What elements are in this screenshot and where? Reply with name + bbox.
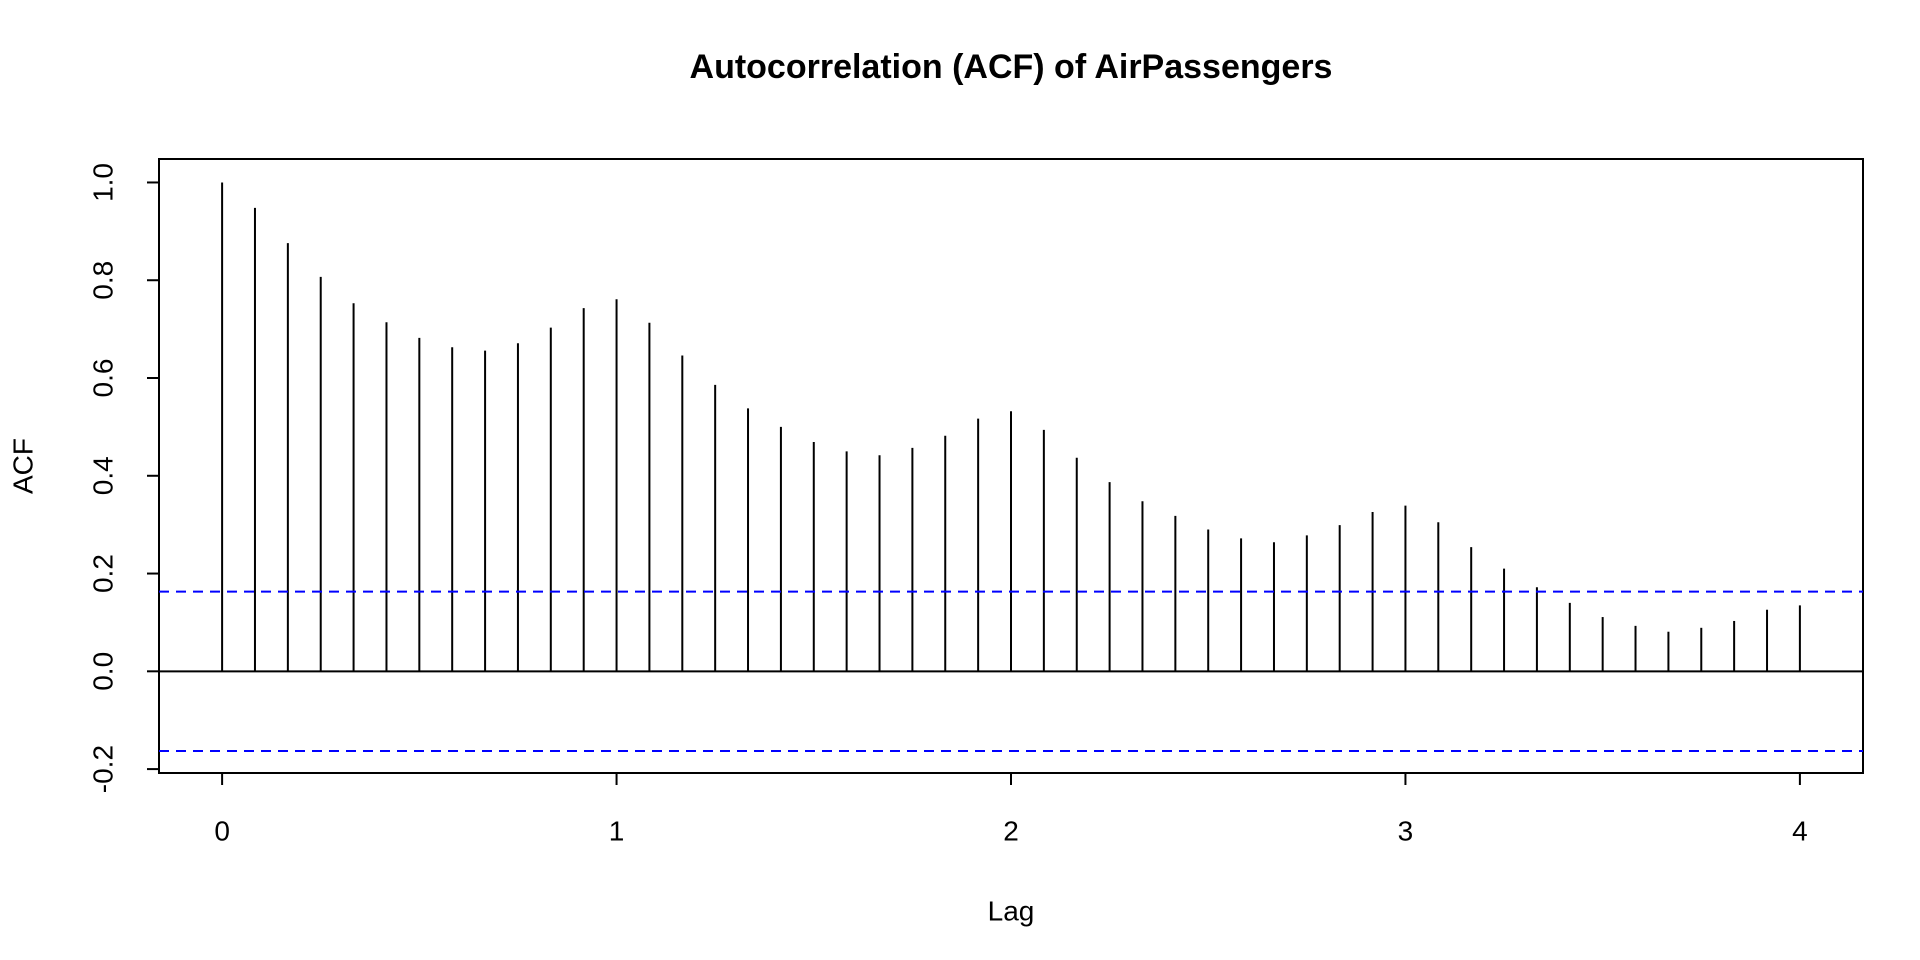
y-tick-label: 0.6 <box>87 359 118 398</box>
y-tick-label: -0.2 <box>87 745 118 793</box>
y-axis-label: ACF <box>7 438 38 494</box>
y-tick-label: 1.0 <box>87 163 118 202</box>
y-tick-label: 0.8 <box>87 261 118 300</box>
y-tick-label: 0.2 <box>87 554 118 593</box>
x-tick-label: 2 <box>1003 815 1019 846</box>
x-tick-label: 0 <box>214 815 230 846</box>
y-tick-label: 0.0 <box>87 652 118 691</box>
x-tick-label: 4 <box>1792 815 1808 846</box>
x-tick-label: 1 <box>609 815 625 846</box>
y-tick-label: 0.4 <box>87 456 118 495</box>
x-axis-label: Lag <box>988 895 1035 926</box>
x-tick-label: 3 <box>1398 815 1414 846</box>
chart-title: Autocorrelation (ACF) of AirPassengers <box>690 48 1333 86</box>
